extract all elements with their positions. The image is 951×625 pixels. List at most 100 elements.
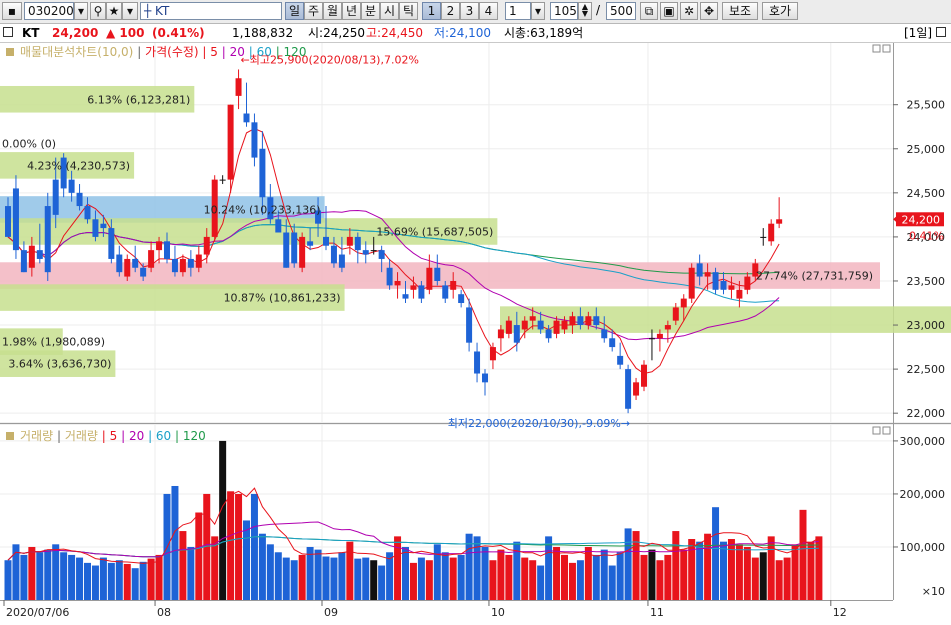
volume-bar-25 [203, 493, 211, 600]
total-count-input[interactable]: 500 [606, 2, 636, 20]
volume-panel-close-icon[interactable] [882, 426, 891, 435]
save-icon[interactable]: ▣ [660, 2, 678, 20]
maximize-icon[interactable] [936, 27, 946, 37]
count-button-4[interactable]: 4 [479, 2, 498, 20]
legend-vol-ma60: 60 [156, 429, 171, 443]
period-button-6[interactable]: 시 [380, 2, 399, 20]
candle-body-73 [585, 316, 592, 326]
candle-body-26 [211, 179, 218, 237]
favorite-star-icon[interactable]: ★ [106, 2, 122, 20]
volume-bar-71 [568, 562, 576, 600]
candle-body-24 [195, 254, 202, 268]
profile-label-6: 10.87% (10,861,233) [224, 292, 341, 305]
new-window-icon[interactable]: ⧉ [640, 2, 658, 20]
aux-button[interactable]: 보조 [722, 2, 758, 20]
volume-bar-30 [243, 520, 250, 600]
date-tick-label-1: 08 [157, 606, 171, 619]
profile-label-1: 0.00% (0) [2, 137, 56, 150]
group-icon[interactable]: ▾ [122, 2, 138, 20]
volume-bar-31 [250, 493, 258, 600]
volume-bar-76 [608, 565, 616, 600]
candle-body-56 [450, 280, 457, 290]
candle-body-39 [315, 210, 322, 224]
count-button-1[interactable]: 1 [422, 2, 441, 20]
candle-body-60 [482, 373, 488, 383]
code-dropdown-icon[interactable]: ▾ [74, 2, 88, 20]
candle-body-88 [704, 272, 711, 277]
candle-body-75 [601, 329, 608, 339]
high-annotation-text: 최고25,900(2020/08/13),7.02% [250, 53, 419, 66]
date-tick-label-5: 12 [833, 606, 847, 619]
stock-name-field[interactable]: ┼ KT [140, 2, 282, 20]
volume-bar-53 [425, 560, 433, 600]
volume-bar-98 [783, 557, 791, 600]
volume-bar-97 [775, 560, 783, 600]
period-button-4[interactable]: 년 [342, 2, 361, 20]
candle-body-3 [28, 245, 35, 268]
volume-panel-minimize-icon[interactable] [872, 426, 881, 435]
period-button-3[interactable]: 월 [323, 2, 342, 20]
period-button-7[interactable]: 틱 [399, 2, 418, 20]
legend-ma5: 5 [210, 45, 218, 59]
candle-body-7 [60, 157, 67, 189]
quote-button[interactable]: 호가 [762, 2, 798, 20]
profile-bar-4 [0, 218, 498, 245]
count-button-2[interactable]: 2 [441, 2, 460, 20]
price-tick-label-22500: 22,500 [907, 363, 946, 376]
volume-bar-72 [576, 560, 584, 600]
candle-body-46 [370, 250, 377, 252]
volume-bar-13 [107, 562, 115, 600]
volume-bar-29 [235, 493, 243, 600]
volume-bar-91 [727, 539, 735, 600]
count-separator: / [596, 3, 601, 17]
search-icon[interactable]: ⚲ [90, 2, 106, 20]
price-axis-area [893, 43, 951, 422]
profile-label-2: 4.23% (4,230,573) [27, 159, 130, 172]
period-button-1[interactable]: 일 [285, 2, 304, 20]
ma5-line [7, 127, 780, 375]
price-panel-close-icon[interactable] [882, 44, 891, 53]
price-tick-label-23000: 23,000 [907, 319, 946, 332]
stock-code-input[interactable]: 030200 [24, 2, 74, 20]
price-panel-minimize-icon[interactable] [872, 44, 881, 53]
candle-body-45 [362, 250, 369, 255]
display-count-input[interactable]: 105 [550, 2, 578, 20]
candle-body-42 [338, 254, 345, 268]
menu-icon[interactable]: ▪ [2, 2, 22, 20]
price-legend: 매물대분석차트(10,0) | 가격(수정) | 5 | 20 | 60 | 1… [20, 45, 306, 59]
interval-input[interactable]: 1 [505, 2, 531, 20]
interval-dropdown-icon[interactable]: ▾ [531, 2, 545, 20]
period-button-5[interactable]: 분 [361, 2, 380, 20]
low-annotation: 최저22,000(2020/10/30),-9.09%→ [448, 417, 630, 430]
volume-bar-5 [44, 549, 52, 600]
volume-bar-54 [433, 544, 441, 600]
candle-body-4 [36, 250, 43, 259]
candle-body-2 [20, 250, 27, 273]
move-icon[interactable]: ✥ [700, 2, 718, 20]
candle-body-81 [648, 338, 655, 340]
volume-bar-21 [171, 485, 179, 600]
volume-bar-75 [600, 549, 608, 600]
settings-gear-icon[interactable]: ✲ [680, 2, 698, 20]
legend-vol-ma120: 120 [183, 429, 206, 443]
profile-label-8: 1.98% (1,980,089) [2, 336, 105, 349]
volume-bar-74 [592, 554, 600, 600]
candle-body-97 [776, 219, 783, 224]
volume-bar-64 [513, 541, 521, 600]
period-tag[interactable]: [1일] [904, 26, 933, 40]
volume-bar-16 [131, 568, 139, 600]
count-button-3[interactable]: 3 [460, 2, 479, 20]
volume-bar-15 [123, 563, 131, 600]
candle-body-80 [641, 364, 647, 387]
candle-body-29 [235, 78, 242, 96]
volume-bar-27 [219, 440, 227, 600]
volume-bar-7 [60, 552, 68, 600]
candle-body-52 [418, 285, 425, 299]
candle-body-67 [537, 320, 544, 330]
volume-bar-35 [282, 557, 290, 600]
volume-bar-26 [211, 536, 219, 600]
count-spinner-icon[interactable]: ▲ ▼ [578, 2, 592, 20]
select-checkbox[interactable] [3, 27, 13, 37]
period-button-2[interactable]: 주 [304, 2, 323, 20]
candle-body-21 [171, 258, 178, 273]
